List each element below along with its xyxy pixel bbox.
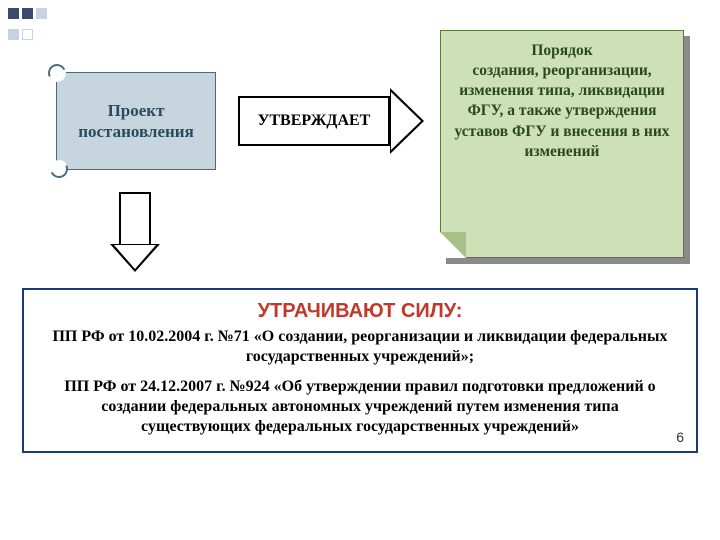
green-note-text: создания, реорганизации, изменения типа,…: [453, 61, 671, 162]
page-fold-icon: [440, 232, 466, 258]
arrow-down-shaft: [119, 192, 151, 244]
scroll-label: Проект постановления: [56, 72, 216, 170]
repealed-box: УТРАЧИВАЮТ СИЛУ: ПП РФ от 10.02.2004 г. …: [22, 288, 698, 453]
arrow-right-label: УТВЕРЖДАЕТ: [238, 96, 390, 146]
green-note: Порядок создания, реорганизации, изменен…: [440, 30, 684, 258]
arrow-down-head-icon: [110, 244, 160, 272]
page-number: 6: [676, 429, 684, 445]
arrow-right: УТВЕРЖДАЕТ: [238, 96, 426, 146]
repealed-title: УТРАЧИВАЮТ СИЛУ:: [48, 300, 672, 323]
green-note-title: Порядок: [453, 41, 671, 61]
scroll-node: Проект постановления: [46, 62, 226, 180]
green-note-body: Порядок создания, реорганизации, изменен…: [440, 30, 684, 258]
repealed-item-2: ПП РФ от 24.12.2007 г. №924 «Об утвержде…: [48, 377, 672, 437]
arrow-right-head-icon: [390, 88, 424, 154]
corner-decoration: [8, 8, 50, 47]
repealed-item-1: ПП РФ от 10.02.2004 г. №71 «О создании, …: [48, 327, 672, 367]
arrow-down: [110, 192, 160, 274]
